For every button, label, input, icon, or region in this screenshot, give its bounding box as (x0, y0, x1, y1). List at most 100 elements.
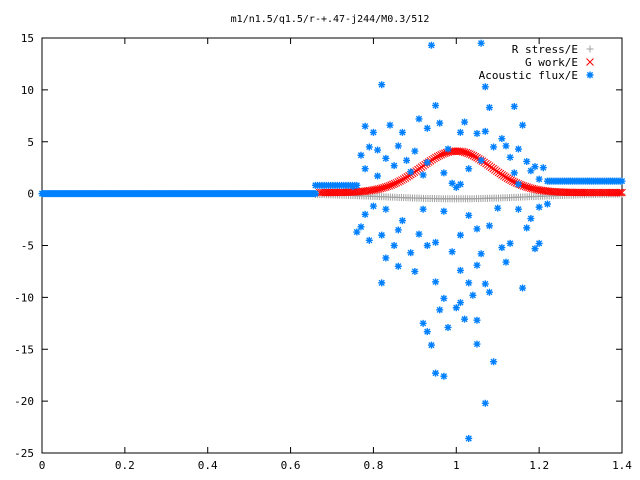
point-g-work-e (471, 152, 480, 161)
point-g-work-e (467, 151, 476, 159)
point-acoustic-flux-e (378, 81, 386, 89)
point-acoustic-flux-e (535, 203, 543, 211)
point-acoustic-flux-e (456, 299, 464, 307)
point-acoustic-flux-e (311, 190, 319, 198)
y-tick-label: 10 (21, 84, 34, 97)
point-acoustic-flux-e (469, 291, 477, 299)
point-acoustic-flux-e (465, 434, 473, 442)
point-acoustic-flux-e (365, 236, 373, 244)
point-acoustic-flux-e (618, 177, 626, 185)
point-acoustic-flux-e (527, 215, 535, 223)
legend-marker (586, 58, 594, 66)
point-acoustic-flux-e (519, 284, 527, 292)
point-acoustic-flux-e (514, 145, 522, 153)
point-g-work-e (394, 178, 403, 186)
point-acoustic-flux-e (448, 248, 456, 256)
point-acoustic-flux-e (456, 128, 464, 136)
legend-marker (586, 71, 594, 79)
point-acoustic-flux-e (456, 231, 464, 239)
point-acoustic-flux-e (502, 142, 510, 150)
x-tick-label: 1.4 (612, 459, 632, 472)
point-acoustic-flux-e (481, 83, 489, 91)
point-acoustic-flux-e (369, 128, 377, 136)
point-acoustic-flux-e (477, 250, 485, 258)
point-acoustic-flux-e (378, 279, 386, 287)
point-acoustic-flux-e (403, 156, 411, 164)
point-acoustic-flux-e (394, 142, 402, 150)
point-acoustic-flux-e (386, 121, 394, 129)
legend-label: R stress/E (512, 43, 578, 56)
x-tick-label: 0.4 (198, 459, 218, 472)
point-acoustic-flux-e (490, 358, 498, 366)
y-tick-label: -25 (14, 447, 34, 460)
point-acoustic-flux-e (477, 39, 485, 47)
x-tick-label: 0.6 (281, 459, 301, 472)
point-acoustic-flux-e (473, 340, 481, 348)
point-acoustic-flux-e (498, 244, 506, 252)
point-acoustic-flux-e (407, 168, 415, 176)
point-acoustic-flux-e (427, 341, 435, 349)
point-acoustic-flux-e (374, 146, 382, 154)
point-acoustic-flux-e (506, 153, 514, 161)
point-acoustic-flux-e (477, 156, 485, 164)
point-acoustic-flux-e (365, 143, 373, 151)
y-tick-label: 15 (21, 32, 34, 45)
point-g-work-e (399, 175, 408, 183)
point-acoustic-flux-e (390, 162, 398, 170)
point-acoustic-flux-e (485, 104, 493, 112)
legend-marker (586, 45, 594, 53)
axes: 0 0.2 0.4 0.6 0.8 1 1.2 1.4 15 10 5 0 -5 -10 -15 -20 -25 (14, 32, 632, 472)
point-acoustic-flux-e (398, 128, 406, 136)
point-acoustic-flux-e (394, 262, 402, 270)
point-acoustic-flux-e (531, 245, 539, 253)
point-g-work-e (505, 175, 514, 184)
point-acoustic-flux-e (382, 205, 390, 213)
point-acoustic-flux-e (510, 102, 518, 110)
point-acoustic-flux-e (436, 306, 444, 314)
point-g-work-e (398, 176, 406, 184)
point-acoustic-flux-e (415, 115, 423, 123)
point-acoustic-flux-e (494, 204, 502, 212)
point-acoustic-flux-e (432, 238, 440, 246)
point-acoustic-flux-e (510, 169, 518, 177)
point-acoustic-flux-e (535, 175, 543, 183)
point-acoustic-flux-e (427, 41, 435, 49)
x-tick-label: 0.8 (363, 459, 383, 472)
point-g-work-e (396, 177, 404, 185)
x-tick-label: 1 (453, 459, 460, 472)
point-acoustic-flux-e (461, 315, 469, 323)
point-acoustic-flux-e (473, 316, 481, 324)
point-acoustic-flux-e (440, 294, 448, 302)
point-acoustic-flux-e (382, 254, 390, 262)
point-acoustic-flux-e (481, 280, 489, 288)
point-acoustic-flux-e (411, 147, 419, 155)
point-acoustic-flux-e (411, 267, 419, 275)
point-acoustic-flux-e (423, 328, 431, 336)
point-acoustic-flux-e (473, 261, 481, 269)
x-tick-label: 0.2 (115, 459, 135, 472)
point-acoustic-flux-e (423, 242, 431, 249)
x-tick-label: 0 (39, 459, 46, 472)
data-marks (38, 39, 626, 442)
point-acoustic-flux-e (461, 118, 469, 126)
point-acoustic-flux-e (514, 205, 522, 213)
point-acoustic-flux-e (456, 266, 464, 274)
point-acoustic-flux-e (539, 164, 547, 172)
point-acoustic-flux-e (473, 129, 481, 137)
point-acoustic-flux-e (527, 167, 535, 175)
point-acoustic-flux-e (498, 135, 506, 143)
point-acoustic-flux-e (423, 159, 431, 166)
point-acoustic-flux-e (432, 101, 440, 109)
series-2 (38, 39, 626, 442)
point-acoustic-flux-e (374, 172, 382, 180)
point-g-work-e (430, 154, 438, 163)
series-1 (315, 147, 626, 197)
point-acoustic-flux-e (432, 369, 440, 377)
point-acoustic-flux-e (485, 288, 493, 296)
x-tick-label: 1.2 (529, 459, 549, 472)
point-acoustic-flux-e (490, 143, 498, 151)
point-acoustic-flux-e (390, 242, 398, 249)
legend-label: Acoustic flux/E (479, 69, 578, 82)
